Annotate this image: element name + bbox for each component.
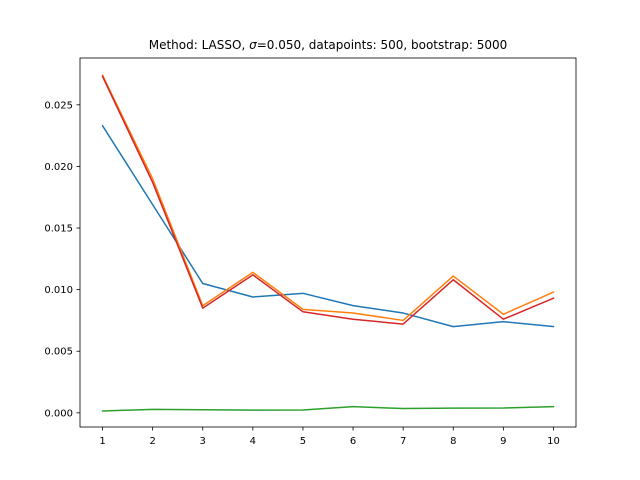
x-tick-label: 5 xyxy=(300,436,306,447)
x-tick-label: 9 xyxy=(500,436,506,447)
x-tick-label: 7 xyxy=(400,436,406,447)
y-tick-label: 0.000 xyxy=(44,408,73,419)
x-tick-label: 4 xyxy=(250,436,256,447)
x-tick-label: 8 xyxy=(450,436,456,447)
y-tick-label: 0.005 xyxy=(44,347,73,358)
series-line-4 xyxy=(101,75,555,325)
chart-title: Method: LASSO, σ=0.050, datapoints: 500,… xyxy=(149,38,508,52)
x-tick-label: 2 xyxy=(149,436,155,447)
x-tick-label: 6 xyxy=(350,436,356,447)
series-line-3 xyxy=(101,405,555,412)
x-tick-label: 3 xyxy=(200,436,206,447)
y-tick-label: 0.020 xyxy=(44,162,73,173)
series-line-2 xyxy=(101,74,555,322)
x-tick-label: 1 xyxy=(99,436,105,447)
ticks-layer: 1 2 3 4 5 6 7 8 9 10 0.000 0.005 0.010 0.015 0.020 0.02… xyxy=(44,100,559,447)
axes-frame xyxy=(79,57,577,428)
y-tick-label: 0.025 xyxy=(44,100,73,111)
x-tick-label: 10 xyxy=(547,436,560,447)
y-tick-label: 0.010 xyxy=(44,285,73,296)
series-layer xyxy=(101,74,555,412)
y-tick-label: 0.015 xyxy=(44,224,73,235)
